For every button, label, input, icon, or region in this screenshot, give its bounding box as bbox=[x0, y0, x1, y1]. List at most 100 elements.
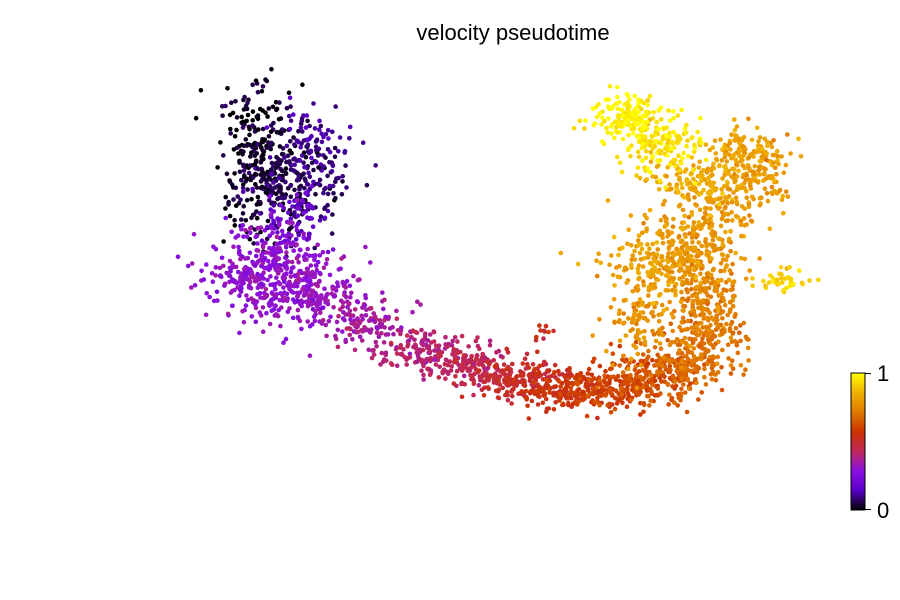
scatter-point bbox=[706, 285, 712, 291]
scatter-point bbox=[616, 311, 622, 317]
scatter-point bbox=[325, 249, 331, 255]
scatter-point bbox=[700, 325, 706, 330]
scatter-point bbox=[664, 153, 670, 158]
scatter-point bbox=[268, 129, 274, 135]
scatter-point bbox=[695, 295, 700, 301]
scatter-point bbox=[306, 170, 311, 176]
scatter-point bbox=[374, 344, 379, 349]
scatter-point bbox=[691, 330, 697, 336]
scatter-point bbox=[264, 236, 270, 242]
scatter-point bbox=[672, 157, 678, 163]
scatter-point bbox=[402, 354, 407, 360]
scatter-point bbox=[285, 282, 291, 288]
scatter-point bbox=[558, 250, 564, 256]
scatter-point bbox=[669, 397, 674, 403]
scatter-point bbox=[623, 376, 629, 382]
scatter-point bbox=[484, 366, 490, 372]
scatter-point bbox=[680, 207, 686, 213]
scatter-point bbox=[294, 192, 300, 198]
scatter-point bbox=[712, 230, 718, 236]
scatter-point bbox=[501, 362, 507, 367]
scatter-point bbox=[597, 402, 602, 408]
scatter-point bbox=[286, 210, 291, 216]
scatter-point bbox=[302, 185, 307, 191]
scatter-point bbox=[777, 187, 783, 193]
scatter-point bbox=[508, 367, 513, 372]
scatter-point bbox=[764, 191, 770, 196]
scatter-point bbox=[673, 163, 679, 169]
scatter-point bbox=[443, 376, 448, 382]
scatter-point bbox=[299, 153, 305, 158]
scatter-point bbox=[275, 164, 280, 169]
scatter-point bbox=[732, 138, 738, 143]
scatter-point bbox=[455, 339, 460, 344]
scatter-point bbox=[597, 392, 602, 398]
scatter-point bbox=[730, 293, 736, 299]
scatter-point bbox=[568, 372, 574, 378]
scatter-point bbox=[222, 281, 228, 287]
scatter-point bbox=[460, 361, 466, 367]
scatter-point bbox=[343, 294, 349, 300]
scatter-point bbox=[232, 171, 237, 176]
scatter-point bbox=[243, 256, 248, 261]
scatter-point bbox=[747, 268, 752, 273]
scatter-point bbox=[636, 101, 641, 107]
scatter-point bbox=[583, 118, 588, 123]
scatter-point bbox=[336, 175, 341, 181]
scatter-point bbox=[316, 279, 322, 285]
scatter-point bbox=[649, 134, 655, 139]
scatter-point bbox=[657, 355, 662, 361]
scatter-point bbox=[213, 265, 219, 270]
scatter-point bbox=[363, 295, 369, 301]
scatter-point bbox=[617, 264, 622, 269]
scatter-point bbox=[700, 346, 705, 351]
scatter-point bbox=[334, 319, 340, 325]
scatter-point bbox=[604, 97, 610, 102]
scatter-point bbox=[557, 398, 562, 403]
scatter-point bbox=[740, 163, 745, 168]
scatter-point bbox=[352, 307, 358, 312]
scatter-point bbox=[347, 124, 353, 130]
scatter-point bbox=[640, 385, 646, 390]
scatter-point bbox=[679, 181, 684, 186]
scatter-point bbox=[637, 275, 642, 281]
scatter-point bbox=[743, 334, 749, 340]
scatter-point bbox=[726, 194, 732, 199]
scatter-point bbox=[284, 143, 290, 149]
scatter-point bbox=[339, 192, 345, 197]
scatter-point bbox=[761, 278, 766, 284]
scatter-point bbox=[615, 154, 620, 160]
scatter-point bbox=[612, 406, 618, 412]
scatter-point bbox=[656, 140, 662, 145]
scatter-point bbox=[714, 156, 719, 162]
scatter-point bbox=[245, 187, 250, 192]
scatter-point bbox=[697, 207, 703, 213]
scatter-point bbox=[666, 239, 672, 245]
scatter-point bbox=[281, 205, 287, 211]
scatter-point bbox=[708, 272, 714, 278]
scatter-point bbox=[568, 385, 574, 391]
scatter-point bbox=[744, 173, 750, 178]
scatter-point bbox=[679, 386, 684, 392]
scatter-point bbox=[684, 277, 690, 283]
scatter-point bbox=[240, 119, 246, 125]
scatter-point bbox=[585, 371, 591, 376]
scatter-point bbox=[252, 278, 258, 284]
scatter-point bbox=[666, 282, 671, 288]
scatter-point bbox=[725, 253, 730, 259]
scatter-point bbox=[747, 213, 752, 218]
scatter-point bbox=[710, 267, 716, 273]
scatter-point bbox=[304, 274, 309, 280]
scatter-point bbox=[646, 354, 651, 360]
scatter-point bbox=[421, 372, 426, 378]
scatter-point bbox=[727, 141, 733, 146]
scatter-point bbox=[477, 368, 482, 373]
scatter-point bbox=[741, 134, 747, 140]
scatter-point bbox=[638, 358, 644, 364]
scatter-point bbox=[676, 153, 681, 158]
scatter-point bbox=[647, 246, 652, 251]
scatter-point bbox=[621, 388, 627, 394]
scatter-point bbox=[642, 368, 648, 373]
scatter-point bbox=[320, 249, 326, 255]
scatter-point bbox=[371, 311, 377, 316]
